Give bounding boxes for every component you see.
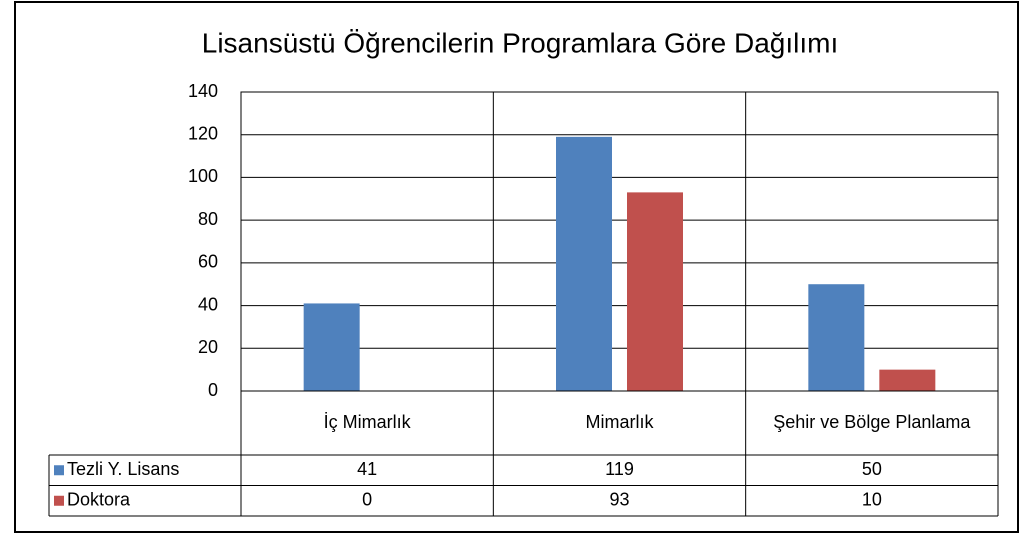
- y-tick-label: 80: [198, 209, 218, 229]
- bar: [808, 284, 865, 391]
- x-tick-label: Mimarlık: [586, 412, 655, 432]
- bar: [556, 136, 612, 391]
- x-tick-label: Şehir ve Bölge Planlama: [773, 412, 971, 432]
- table-value: 0: [362, 490, 372, 510]
- bar: [303, 303, 360, 391]
- legend-key: [54, 495, 64, 506]
- plot-border: [240, 91, 999, 392]
- legend-label: Doktora: [67, 490, 131, 510]
- table-value: 10: [862, 490, 882, 510]
- y-tick-label: 140: [188, 81, 218, 101]
- y-tick-label: 20: [198, 337, 218, 357]
- y-tick-label: 0: [208, 380, 218, 400]
- table-value: 119: [605, 459, 634, 479]
- y-tick-label: 120: [188, 123, 218, 143]
- legend-key: [54, 465, 64, 476]
- chart-title: Lisansüstü Öğrencilerin Programlara Göre…: [202, 27, 838, 58]
- table-value: 50: [862, 459, 882, 479]
- chart-frame: [14, 1, 1019, 533]
- y-tick-label: 40: [198, 294, 218, 314]
- bar: [879, 369, 936, 391]
- table-value: 93: [609, 490, 629, 510]
- x-tick-label: İç Mimarlık: [324, 412, 412, 432]
- y-tick-label: 100: [188, 166, 218, 186]
- legend-label: Tezli Y. Lisans: [67, 459, 179, 479]
- y-tick-label: 60: [198, 252, 218, 272]
- bar: [627, 192, 683, 391]
- table-value: 41: [357, 459, 377, 479]
